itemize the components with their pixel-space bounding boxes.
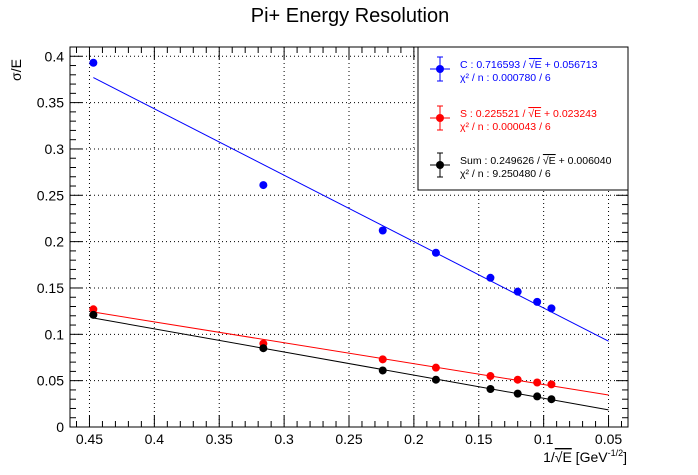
data-point-s (513, 375, 522, 384)
data-point-s (89, 305, 98, 314)
y-tick-label: 0.35 (37, 95, 64, 111)
legend-marker-dot (436, 65, 444, 73)
x-tick-label: 0.1 (534, 431, 554, 447)
data-point-c (259, 181, 268, 190)
data-point-s (486, 372, 495, 381)
y-tick-label: 0.4 (45, 48, 65, 64)
y-tick-label: 0.15 (37, 280, 64, 296)
data-point-s (533, 378, 542, 387)
y-tick-label: 0.2 (45, 234, 65, 250)
legend-marker-dot (436, 161, 444, 169)
chart-title: Pi+ Energy Resolution (251, 5, 449, 27)
x-tick-label: 0.05 (595, 431, 622, 447)
y-axis-title: σ/E (8, 59, 24, 81)
x-tick-label: 0.35 (206, 431, 233, 447)
data-point-sum (378, 366, 387, 375)
x-axis-title: 1/√E [GeV-1/2] (543, 448, 627, 465)
legend-chi2: χ² / n : 9.250480 / 6 (460, 168, 551, 180)
legend-equation: Sum : 0.249626 / √E + 0.006040 (460, 155, 612, 167)
data-point-c (513, 287, 522, 296)
data-point-sum (431, 375, 440, 384)
y-tick-label: 0.25 (37, 187, 64, 203)
fit-line-s (93, 311, 609, 396)
y-tick-label: 0 (56, 419, 64, 435)
fit-line-sum (93, 317, 609, 411)
data-point-sum (89, 310, 98, 319)
data-point-c (547, 304, 556, 313)
data-point-sum (486, 385, 495, 393)
legend-chi2: χ² / n : 0.000780 / 6 (460, 72, 551, 84)
x-tick-label: 0.3 (274, 431, 294, 447)
x-tick-label: 0.25 (335, 431, 362, 447)
data-point-c (533, 297, 542, 306)
data-point-sum (513, 389, 522, 398)
legend-equation: S : 0.225521 / √E + 0.023243 (460, 108, 597, 120)
data-point-sum (547, 395, 556, 404)
data-point-c (89, 58, 98, 67)
legend-chi2: χ² / n : 0.000043 / 6 (460, 121, 551, 133)
data-point-s (378, 355, 387, 364)
data-point-s (547, 380, 556, 389)
data-point-c (378, 226, 387, 235)
legend-equation: C : 0.716593 / √E + 0.056713 (460, 59, 598, 71)
y-tick-label: 0.05 (37, 373, 64, 389)
x-tick-label: 0.45 (76, 431, 103, 447)
plot-area: 0.45 0.4 0.35 0.3 0.25 0.2 0.15 0.1 0.05 0 0.05 0.1… (37, 46, 629, 447)
x-tick-label: 0.15 (465, 431, 492, 447)
y-tick-label: 0.1 (45, 326, 65, 342)
data-point-sum (259, 344, 268, 353)
data-point-s (431, 363, 440, 372)
legend-box (417, 46, 629, 191)
fit-line-c (93, 77, 609, 342)
y-tick-label: 0.3 (45, 141, 65, 157)
data-point-sum (533, 392, 542, 401)
x-tick-label: 0.4 (145, 431, 165, 447)
data-point-c (486, 273, 495, 282)
x-tick-label: 0.2 (404, 431, 424, 447)
data-point-c (431, 248, 440, 257)
legend-marker-dot (436, 114, 444, 122)
